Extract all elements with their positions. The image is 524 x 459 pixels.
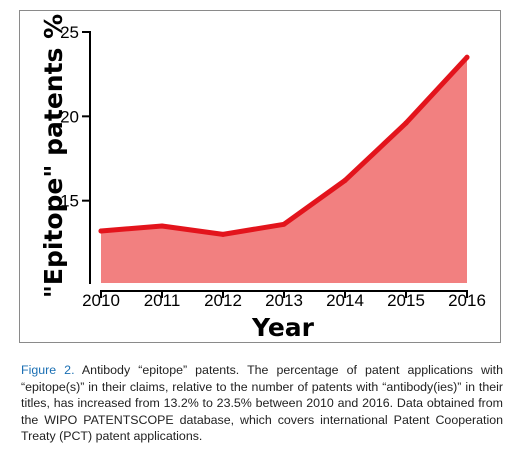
axes: 15 20 25 2010 2011 2012 2013 2014 2015 2016 [60,23,486,310]
x-tick-label: 2013 [265,291,303,310]
y-tick-label: 25 [60,23,79,42]
data-point [281,221,287,227]
y-tick-label: 15 [60,192,79,211]
data-point [342,177,348,183]
plot-area [98,54,470,283]
x-tick-label: 2010 [82,291,120,310]
data-point [98,228,104,234]
data-point [159,223,165,229]
data-point [403,120,409,126]
y-axis-title: "Epitope" patents % [39,14,68,298]
x-tick-label: 2014 [326,291,364,310]
x-tick-label: 2016 [448,291,486,310]
caption-label: Figure 2. [21,363,75,377]
x-tick-label: 2015 [387,291,425,310]
figure-caption: Figure 2. Antibody “epitope” patents. Th… [21,362,503,445]
x-axis-title: Year [251,313,315,342]
x-tick-label: 2011 [144,291,181,310]
data-point [464,54,470,60]
y-tick-label: 20 [60,107,79,126]
area-fill [101,57,467,283]
x-tick-label: 2012 [204,291,242,310]
caption-text: Antibody “epitope” patents. The percenta… [21,363,504,444]
data-point [220,231,226,237]
